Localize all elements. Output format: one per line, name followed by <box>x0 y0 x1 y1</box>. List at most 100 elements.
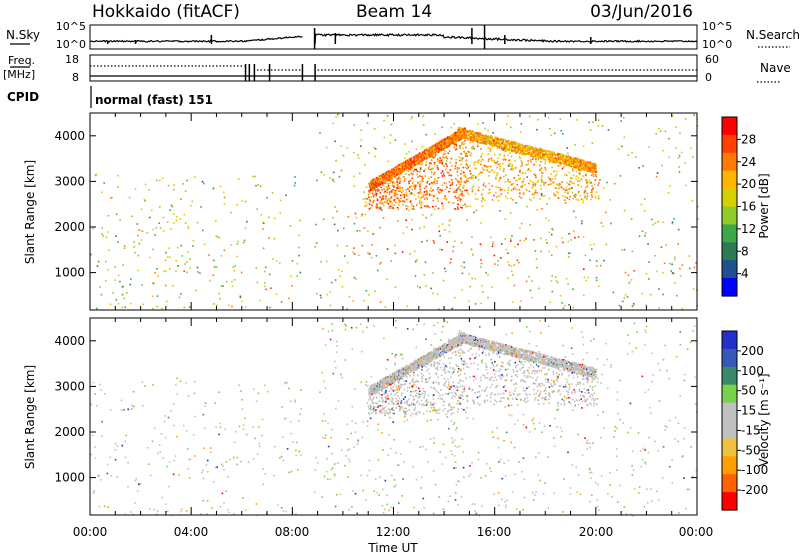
data-cell <box>598 182 600 184</box>
data-cell <box>640 203 643 206</box>
data-cell <box>449 184 452 187</box>
data-cell <box>459 133 461 136</box>
data-cell <box>411 188 414 191</box>
data-cell <box>455 135 457 137</box>
data-cell <box>451 181 454 184</box>
data-cell <box>535 258 538 260</box>
data-cell <box>430 213 433 216</box>
data-cell <box>568 198 571 201</box>
data-cell <box>524 172 527 174</box>
data-cell <box>354 212 357 215</box>
data-cell <box>643 210 646 212</box>
data-cell <box>422 177 424 180</box>
data-cell <box>389 178 392 180</box>
data-cell <box>543 155 546 158</box>
data-cell <box>540 157 543 159</box>
data-cell <box>536 191 538 194</box>
data-cell <box>105 236 108 238</box>
data-cell <box>469 165 471 167</box>
data-cell <box>567 158 569 160</box>
data-cell <box>263 270 266 273</box>
data-cell <box>377 179 379 182</box>
data-cell <box>371 393 374 395</box>
data-cell <box>582 236 585 238</box>
data-cell <box>404 407 406 410</box>
data-cell <box>395 403 398 406</box>
data-cell <box>372 179 374 181</box>
data-cell <box>168 247 170 249</box>
data-cell <box>430 287 432 290</box>
data-cell <box>388 174 391 176</box>
data-cell <box>425 216 427 219</box>
data-cell <box>429 189 431 192</box>
data-cell <box>496 142 498 144</box>
data-cell <box>497 157 499 160</box>
data-cell <box>383 385 386 387</box>
data-cell <box>403 420 406 423</box>
data-cell <box>586 192 589 195</box>
data-cell <box>371 384 374 386</box>
data-cell <box>529 170 532 172</box>
data-cell <box>102 235 104 237</box>
data-cell <box>568 232 570 235</box>
data-cell <box>396 181 398 183</box>
data-cell <box>514 160 516 162</box>
data-cell <box>510 189 513 192</box>
data-cell <box>511 164 514 166</box>
data-cell <box>577 199 580 201</box>
data-cell <box>587 276 590 279</box>
data-cell <box>426 152 429 155</box>
data-cell <box>513 186 516 189</box>
data-cell <box>438 225 440 227</box>
data-cell <box>402 166 404 169</box>
data-cell <box>374 191 377 193</box>
data-cell <box>691 199 694 202</box>
data-cell <box>95 173 97 176</box>
data-cell <box>432 167 434 170</box>
data-cell <box>678 154 681 157</box>
data-cell <box>399 373 402 375</box>
data-cell <box>407 205 409 208</box>
data-cell <box>130 278 132 281</box>
data-cell <box>693 266 696 269</box>
data-cell <box>619 175 622 177</box>
data-cell <box>443 165 445 167</box>
data-cell <box>369 404 372 406</box>
data-cell <box>561 237 563 239</box>
data-cell <box>355 216 358 219</box>
data-cell <box>134 188 137 190</box>
data-cell <box>397 182 400 185</box>
data-cell <box>393 186 395 188</box>
data-cell <box>508 159 510 162</box>
data-cell <box>540 194 543 197</box>
data-cell <box>582 175 585 177</box>
data-cell <box>478 186 480 189</box>
data-cell <box>464 155 467 157</box>
data-cell <box>463 175 465 177</box>
data-cell <box>470 133 473 136</box>
data-cell <box>559 154 562 156</box>
data-cell <box>560 186 563 189</box>
data-cell <box>546 203 548 205</box>
data-cell <box>553 159 556 162</box>
data-cell <box>526 151 529 153</box>
data-cell <box>449 219 452 221</box>
data-cell <box>413 168 416 171</box>
data-cell <box>476 135 478 138</box>
data-cell <box>373 385 375 388</box>
data-cell <box>415 148 418 150</box>
data-cell <box>524 150 526 153</box>
data-cell <box>587 170 589 172</box>
data-cell <box>374 179 376 182</box>
data-cell <box>390 196 393 198</box>
data-cell <box>398 376 401 379</box>
freq-left-tick-top: 18 <box>65 53 79 66</box>
data-cell <box>588 121 590 124</box>
data-cell <box>550 280 553 282</box>
data-cell <box>382 400 384 403</box>
data-cell <box>595 191 598 193</box>
data-cell <box>451 134 453 137</box>
data-cell <box>495 196 498 198</box>
data-cell <box>262 222 265 224</box>
data-cell <box>175 219 178 222</box>
